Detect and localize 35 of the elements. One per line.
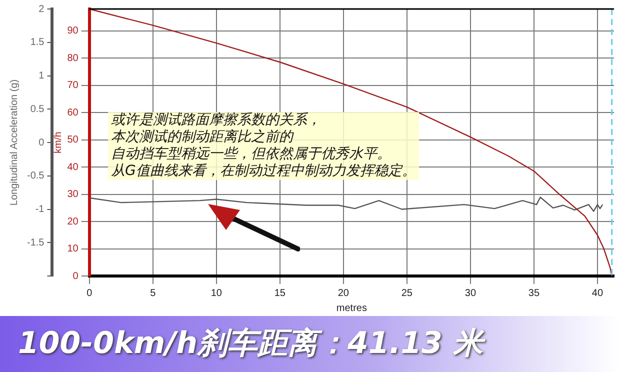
y2-tick-label: 0 xyxy=(72,270,79,282)
y2-tick-label: 70 xyxy=(67,80,79,92)
annotation: 本次测试的制动距离比之前的 xyxy=(111,129,295,146)
annotation: 自动挡车型稍远一些，但依然属于优秀水平。 xyxy=(111,146,392,163)
y2-tick-label: 80 xyxy=(67,52,79,64)
y-tick-label: 1.5 xyxy=(30,37,45,48)
x-tick-label: 15 xyxy=(274,288,286,299)
y2-axis-title: km/h xyxy=(52,132,64,154)
y-tick-label: -0.5 xyxy=(26,170,45,182)
y-tick-label: 1 xyxy=(38,70,45,82)
y2-tick-label: 30 xyxy=(67,189,79,200)
x-tick-label: 0 xyxy=(86,288,93,299)
x-tick-label: 40 xyxy=(592,288,604,299)
y2-tick-label: 10 xyxy=(67,244,79,255)
x-tick-label: 25 xyxy=(401,288,413,299)
y2-tick-label: 40 xyxy=(67,162,79,173)
y-tick-label: 2 xyxy=(38,4,45,15)
y2-tick-label: 20 xyxy=(67,216,79,228)
text: 100-0km/h刹车距离：41.13 米 xyxy=(0,316,620,372)
y-tick-label: 0.5 xyxy=(30,104,45,115)
y2-tick-label: 50 xyxy=(67,134,79,146)
x-axis-title: metres xyxy=(336,302,367,314)
y-tick-label: 0 xyxy=(38,137,45,148)
y-tick-label: -1 xyxy=(35,204,45,215)
x-tick-label: 10 xyxy=(210,288,222,299)
x-tick-label: 20 xyxy=(338,288,350,299)
y-axis-title: Longitudinal Acceleration (g) xyxy=(8,79,20,206)
x-tick-label: 35 xyxy=(528,288,540,299)
annotation: 或许是测试路面摩擦系数的关系， xyxy=(111,112,322,129)
x-tick-label: 30 xyxy=(464,288,476,299)
y2-tick-label: 90 xyxy=(67,26,79,37)
y-tick-label: -1.5 xyxy=(26,237,45,248)
y2-tick-label: 60 xyxy=(67,107,79,118)
annotation: 从G值曲线来看，在制动过程中制动力发挥稳定。 xyxy=(111,163,416,180)
x-tick-label: 5 xyxy=(150,288,156,299)
